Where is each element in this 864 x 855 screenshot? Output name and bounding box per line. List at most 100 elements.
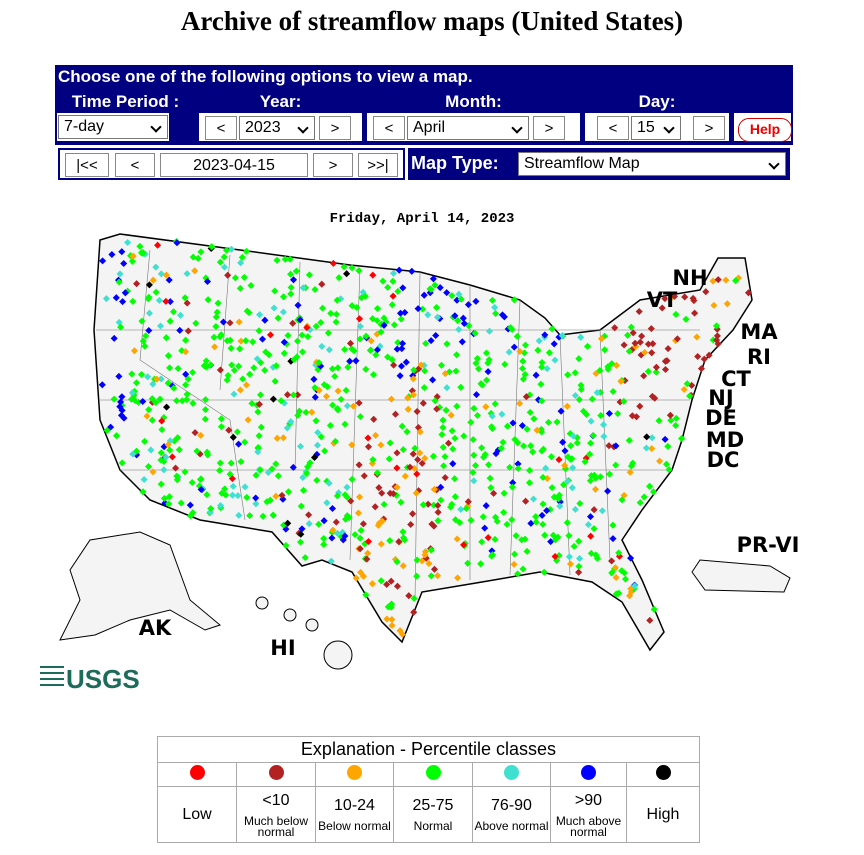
gauge-dot: [172, 464, 180, 472]
gauge-dot: [399, 562, 407, 570]
gauge-dot: [156, 395, 164, 403]
gauge-dot: [516, 347, 524, 356]
gauge-dot: [661, 295, 669, 303]
gauge-dot: [576, 499, 584, 508]
gauge-dot: [656, 457, 664, 465]
gauge-dot: [301, 554, 309, 562]
gauge-dot: [118, 248, 126, 256]
gauge-dot: [136, 242, 144, 250]
time-period-select[interactable]: 7-day: [58, 115, 168, 139]
gauge-dot: [393, 449, 401, 457]
state-label: MD: [706, 428, 744, 452]
gauge-dot: [514, 464, 522, 473]
gauge-dot: [380, 314, 388, 322]
gauge-dot: [130, 347, 139, 355]
gauge-dot: [409, 510, 417, 518]
gauge-dot: [274, 472, 282, 480]
gauge-dot: [473, 354, 481, 363]
month-select[interactable]: April: [407, 116, 529, 140]
gauge-dot: [158, 417, 166, 425]
gauge-dot: [271, 377, 279, 385]
day-next[interactable]: >: [693, 116, 725, 140]
nav-first[interactable]: |<<: [65, 153, 109, 177]
gauge-dot: [370, 415, 378, 423]
gauge-dot: [264, 468, 272, 477]
gauge-dot: [409, 391, 418, 399]
gauge-dot: [571, 369, 579, 377]
gauge-dot: [279, 308, 287, 316]
gauge-dot: [568, 484, 576, 492]
year-prev[interactable]: <: [205, 116, 237, 140]
gauge-dot: [482, 403, 490, 411]
gauge-dot: [230, 390, 238, 398]
nav-last[interactable]: >>|: [358, 153, 398, 177]
gauge-dot: [551, 552, 559, 561]
day-label: Day:: [585, 91, 729, 113]
gauge-dot: [313, 476, 321, 484]
gauge-dot: [406, 463, 414, 471]
legend-label: 25-75: [412, 797, 454, 814]
nav-prev[interactable]: <: [115, 153, 155, 177]
day-select[interactable]: 15: [631, 116, 681, 140]
gauge-dot: [362, 591, 370, 599]
gauge-dot: [294, 301, 302, 309]
gauge-dot: [364, 537, 373, 546]
day-prev[interactable]: <: [597, 116, 629, 140]
gauge-dot: [532, 518, 540, 526]
gauge-dot: [168, 453, 176, 461]
nav-next[interactable]: >: [313, 153, 353, 177]
gauge-dot: [694, 352, 702, 361]
gauge-dot: [308, 408, 316, 416]
gauge-dot: [436, 284, 444, 292]
gauge-dot: [346, 357, 354, 365]
gauge-dot: [697, 365, 705, 373]
gauge-dot: [600, 432, 608, 440]
gauge-dot: [460, 432, 468, 440]
gauge-dot: [296, 316, 304, 324]
legend-dot: [189, 764, 205, 780]
gauge-dot: [226, 470, 234, 478]
month-prev[interactable]: <: [373, 116, 405, 140]
gauge-dot: [640, 372, 648, 380]
month-next[interactable]: >: [533, 116, 565, 140]
gauge-dot: [522, 497, 530, 505]
gauge-dot: [601, 346, 609, 354]
gauge-dot: [575, 537, 583, 545]
gauge-dot: [575, 355, 583, 363]
gauge-dot: [129, 450, 137, 458]
gauge-dot: [225, 426, 233, 434]
gauge-dot: [672, 310, 680, 318]
gauge-dot: [455, 290, 463, 298]
gauge-dot: [589, 431, 597, 440]
gauge-dot: [527, 442, 535, 450]
gauge-dot: [457, 383, 465, 391]
map-type-select[interactable]: Streamflow Map: [518, 152, 786, 176]
help-button[interactable]: Help: [738, 118, 792, 142]
gauge-dot: [624, 331, 632, 339]
gauge-dot: [664, 442, 672, 450]
gauge-dot: [315, 520, 323, 528]
gauge-dot: [538, 511, 546, 519]
gauge-dot: [532, 513, 540, 521]
gauge-dot: [284, 488, 293, 496]
gauge-dot: [592, 474, 600, 482]
gauge-dot: [682, 315, 690, 323]
gauge-dot: [128, 257, 137, 265]
gauge-dot: [431, 397, 439, 405]
gauge-dot: [434, 517, 442, 525]
gauge-dot: [416, 449, 424, 457]
year-next[interactable]: >: [319, 116, 351, 140]
gauge-dot: [357, 526, 365, 534]
gauge-dot: [667, 416, 675, 424]
gauge-dot: [482, 502, 490, 510]
gauge-dot: [608, 569, 616, 577]
nav-date[interactable]: 2023-04-15: [160, 153, 308, 177]
gauge-dot: [430, 501, 438, 509]
gauge-dot: [644, 340, 652, 348]
gauge-dot: [254, 408, 262, 416]
year-select[interactable]: 2023: [239, 116, 315, 140]
gauge-dot: [649, 340, 657, 348]
gauge-dot: [409, 450, 417, 458]
gauge-dot: [499, 438, 507, 446]
gauge-dot: [162, 334, 170, 342]
